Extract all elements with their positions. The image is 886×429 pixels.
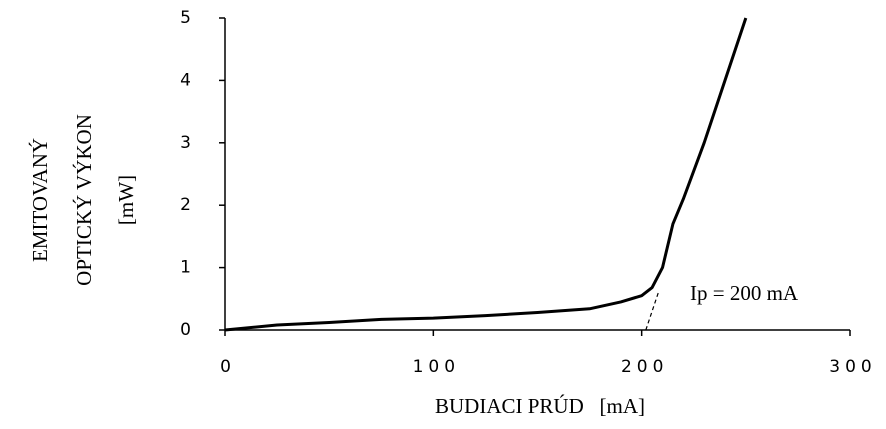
x-tick-label: 300 <box>829 357 876 377</box>
y-tick-label: 2 <box>180 195 196 215</box>
x-tick-label: 0 <box>220 357 236 377</box>
x-label: BUDIACI PRÚD [mA] <box>435 394 645 418</box>
annotation: Ip = 200 mA <box>690 281 799 305</box>
x-tick-label: 200 <box>621 357 668 377</box>
y-label: [mW] <box>114 175 138 225</box>
y-tick-label: 5 <box>180 8 196 28</box>
y-tick-label: 1 <box>180 258 196 278</box>
data-line <box>224 17 748 332</box>
y-tick-label: 4 <box>180 70 196 90</box>
x-tick-label: 100 <box>413 357 460 377</box>
y-label: OPTICKÝ VÝKON <box>72 114 96 286</box>
y-label: EMITOVANÝ <box>28 138 52 262</box>
y-tick-label: 0 <box>180 320 196 340</box>
y-tick-label: 3 <box>180 133 196 153</box>
tangent-line <box>645 292 659 331</box>
